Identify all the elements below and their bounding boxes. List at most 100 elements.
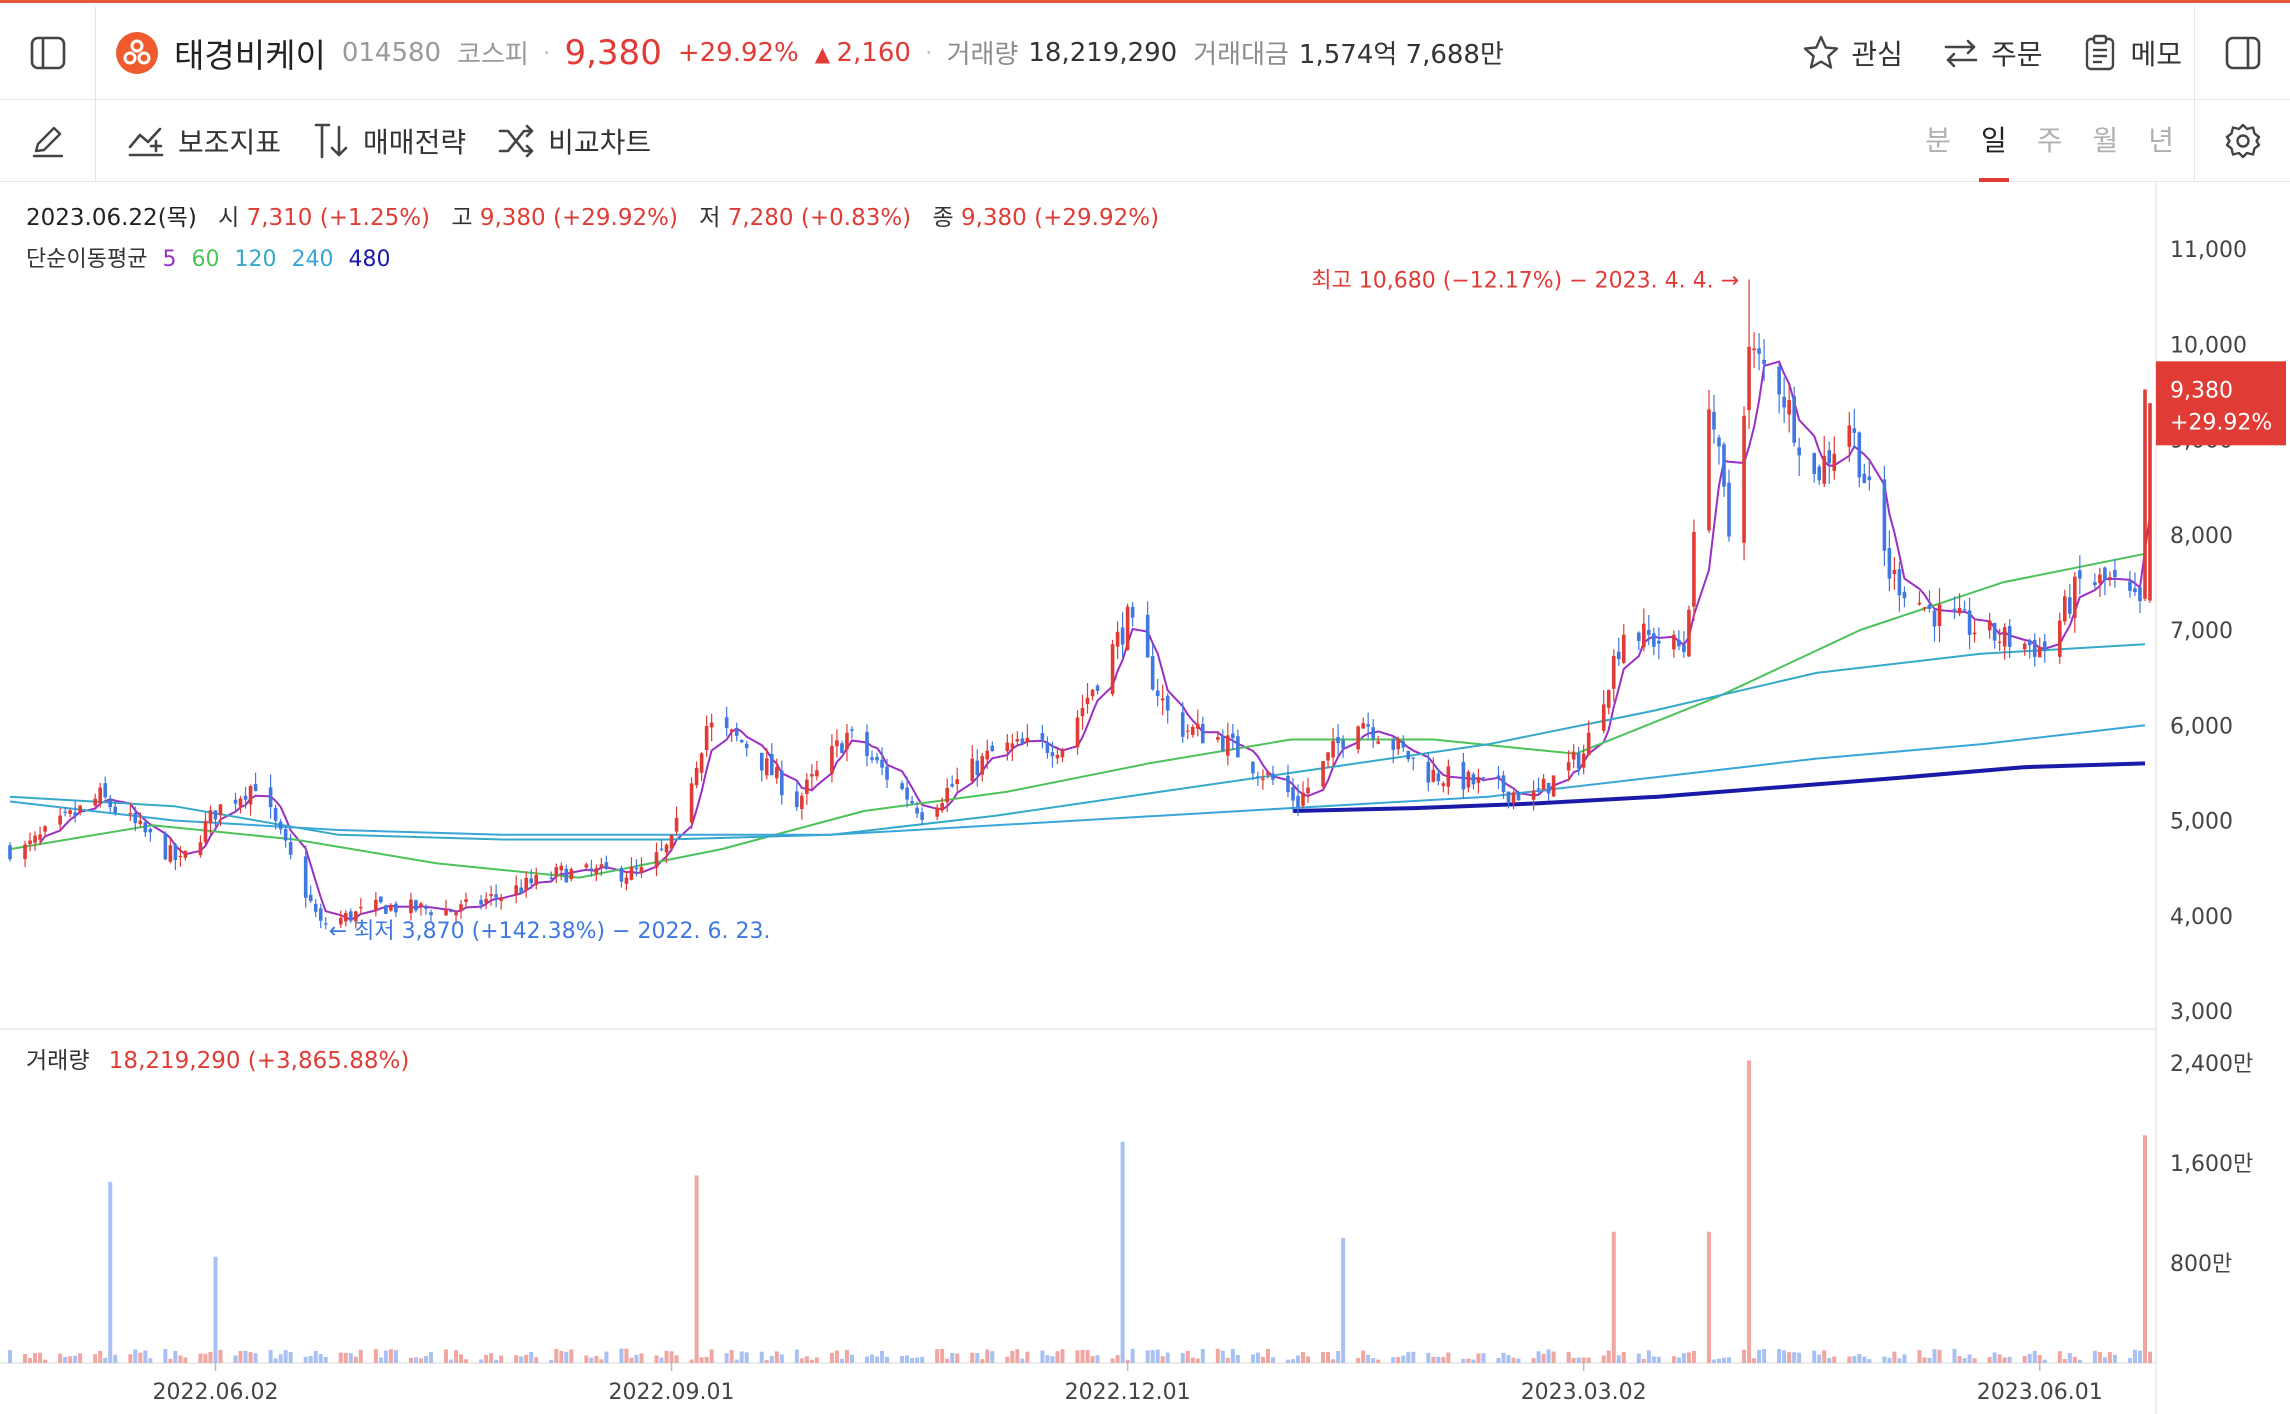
close-label: 종 (932, 205, 954, 231)
ohlc-info: 2023.06.22(목) 시 7,310 (+1.25%) 고 9,380 (… (26, 198, 1159, 232)
memo-button[interactable]: 메모 (2080, 33, 2182, 73)
drawing-tool-button[interactable] (0, 99, 96, 182)
volume-bar (183, 1357, 188, 1363)
candle-body (2113, 570, 2117, 577)
volume-bar (865, 1356, 870, 1363)
volume-bar (1120, 1141, 1125, 1363)
volume-bar (875, 1356, 880, 1363)
volume-bar (133, 1349, 138, 1363)
candle-body (213, 810, 218, 820)
candle-body (594, 868, 599, 874)
volume-bar (1225, 1357, 1230, 1363)
volume-bar (2002, 1357, 2007, 1363)
volume-bar (353, 1356, 358, 1363)
volume-bar (1716, 1358, 1721, 1363)
candle-body (1862, 473, 1867, 484)
candle-body (724, 717, 729, 728)
volume-bar (1371, 1358, 1376, 1363)
candle-body (233, 799, 238, 804)
volume-bar (343, 1352, 348, 1363)
candle-body (1787, 399, 1791, 415)
volume-bar (1727, 1357, 1732, 1363)
price-chart[interactable]: 11,00010,0009,0008,0007,0006,0005,0004,0… (0, 183, 2290, 1414)
chart-grid (0, 183, 2157, 1414)
volume-bar (1356, 1357, 1361, 1363)
volume-bar (138, 1352, 143, 1363)
volume-bar (1306, 1356, 1311, 1363)
volume-bar (1301, 1352, 1306, 1363)
strategy-button[interactable]: 매매전략 (311, 121, 466, 161)
candle-body (2032, 639, 2037, 657)
volume-bar (1411, 1351, 1416, 1363)
candle-body (1757, 348, 1761, 354)
volume-bar (1957, 1356, 1962, 1363)
volume-bar (739, 1351, 744, 1363)
candle-body (900, 783, 904, 790)
tab-month[interactable]: 월 (2092, 124, 2119, 157)
candle-body (985, 750, 990, 760)
right-panel-toggle-button[interactable] (2194, 6, 2290, 100)
volume-bar (168, 1358, 173, 1363)
stock-name[interactable]: 태경비케이 (174, 35, 326, 75)
candle-body (2007, 626, 2012, 647)
volume-bar (23, 1353, 28, 1363)
order-button[interactable]: 주문 (1941, 33, 2042, 73)
candle-body (1922, 607, 1927, 609)
candle-body (599, 864, 604, 868)
ma-legend[interactable]: 단순이동평균 5 60 120 240 480 (26, 241, 398, 273)
left-panel-toggle-button[interactable] (0, 5, 96, 100)
volume-bar (990, 1351, 995, 1363)
trade-value-label: 거래대금 (1193, 40, 1289, 70)
candle-body (414, 900, 418, 911)
candle-body (689, 783, 694, 823)
candle-body (143, 822, 148, 833)
candle-body (1752, 348, 1756, 351)
compare-button[interactable]: 비교차트 (496, 121, 651, 161)
candle-body (178, 855, 183, 858)
candle-body (203, 820, 208, 843)
volume-bar (1621, 1351, 1626, 1363)
candle-body (1827, 450, 1832, 464)
shuffle-icon (498, 124, 534, 157)
candle-body (1110, 644, 1115, 695)
volume-bar (178, 1355, 183, 1363)
candle-body (1015, 739, 1020, 742)
candle-body (424, 906, 428, 909)
volume-bar (1150, 1350, 1155, 1363)
volume-bar (905, 1355, 910, 1363)
volume-bars (8, 1060, 2152, 1363)
volume-bar (2007, 1356, 2012, 1363)
candle-body (409, 899, 413, 913)
candle-body (564, 868, 569, 883)
volume-bar (804, 1356, 809, 1363)
candle-body (2103, 567, 2107, 581)
candle-body (990, 745, 995, 752)
volume-bar (218, 1349, 223, 1363)
volume-bar (1220, 1350, 1225, 1363)
tab-year[interactable]: 년 (2148, 124, 2174, 157)
volume-bar (1686, 1352, 1691, 1363)
volume-bar (1396, 1357, 1401, 1363)
candle-body (1155, 690, 1160, 697)
volume-bar (358, 1349, 363, 1363)
price-tick-label: 4,000 (2170, 905, 2233, 930)
candle-body (1937, 604, 1942, 627)
chart-settings-button[interactable] (2194, 100, 2290, 182)
watchlist-button[interactable]: 관심 (1801, 33, 1903, 73)
volume-bar (604, 1351, 609, 1363)
tab-minute[interactable]: 분 (1925, 124, 1951, 157)
candle-body (634, 867, 639, 870)
tab-day[interactable]: 일 (1978, 100, 2009, 182)
volume-bar (1762, 1349, 1767, 1363)
candle-body (945, 787, 949, 803)
memo-label: 메모 (2130, 38, 2182, 71)
candle-body (955, 779, 960, 784)
candle-body (1882, 479, 1887, 551)
volume-bar (1200, 1348, 1205, 1363)
candle-body (93, 798, 97, 806)
indicators-button[interactable]: 보조지표 (126, 121, 281, 161)
candle-body (1647, 629, 1651, 635)
candle-body (148, 828, 153, 833)
volume-tick-label: 800만 (2170, 1252, 2232, 1277)
tab-week[interactable]: 주 (2036, 124, 2063, 157)
